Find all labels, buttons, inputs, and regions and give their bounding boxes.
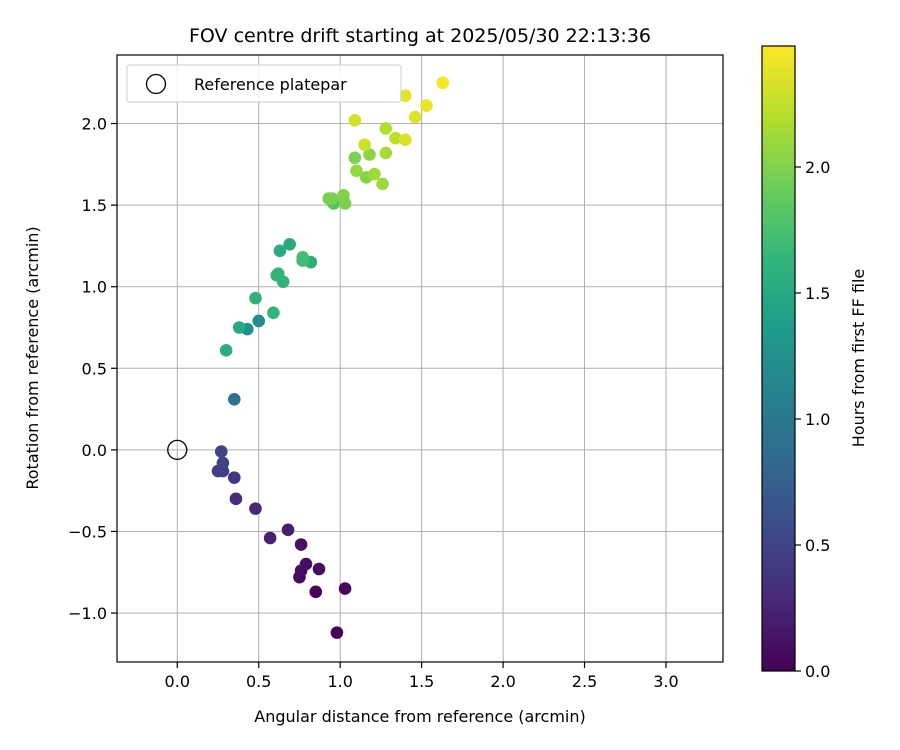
scatter-points <box>167 76 450 639</box>
colorbar-tick-label: 0.5 <box>805 536 830 555</box>
y-tick-label: −1.0 <box>68 604 107 623</box>
x-tick-label: 0.0 <box>165 672 190 691</box>
y-tick-label: 2.0 <box>82 115 107 134</box>
colorbar-ticks: 0.0 0.5 1.0 1.5 2.0 <box>795 158 830 681</box>
data-point <box>299 557 313 571</box>
x-tick-label: 3.0 <box>653 672 678 691</box>
data-point <box>263 531 277 545</box>
data-point <box>350 164 363 178</box>
data-point <box>348 113 362 127</box>
data-point <box>227 392 241 406</box>
data-point <box>283 237 296 251</box>
y-axis-label: Rotation from reference (arcmin) <box>23 226 42 489</box>
data-point <box>281 523 295 537</box>
data-point <box>214 445 228 458</box>
data-point <box>271 267 285 280</box>
colorbar-frame <box>761 45 796 672</box>
data-point <box>363 148 376 161</box>
data-point <box>358 138 371 152</box>
data-point <box>338 582 352 595</box>
data-point <box>273 244 287 258</box>
data-point <box>399 89 412 103</box>
y-tick-label: −0.5 <box>68 522 107 541</box>
data-point <box>249 502 262 515</box>
data-point <box>296 251 310 264</box>
colorbar-tick-label: 1.5 <box>805 284 830 303</box>
x-tick-label: 2.5 <box>572 672 597 691</box>
data-point <box>436 76 450 90</box>
data-point <box>249 291 262 305</box>
legend-entry-reference-platepar: Reference platepar <box>194 75 347 94</box>
data-point <box>325 192 339 205</box>
data-point <box>376 177 389 191</box>
colorbar-label: Hours from first FF file <box>849 269 868 448</box>
y-axis-ticks: −1.0 −0.5 0.0 0.5 1.0 1.5 2.0 <box>68 115 117 623</box>
data-point <box>216 456 230 470</box>
legend: Reference platepar <box>126 64 402 103</box>
legend-frame <box>126 64 402 103</box>
plot-frame <box>116 54 724 663</box>
y-tick-label: 1.0 <box>82 278 107 297</box>
data-point <box>379 122 393 135</box>
data-point <box>408 110 422 124</box>
grid-lines <box>117 55 723 662</box>
chart-title: FOV centre drift starting at 2025/05/30 … <box>189 25 651 47</box>
data-point <box>227 471 241 484</box>
reference-platepar-marker <box>167 439 188 461</box>
data-point <box>420 99 433 112</box>
x-tick-label: 2.0 <box>490 672 515 691</box>
x-tick-label: 1.5 <box>409 672 434 691</box>
colorbar-tick-label: 0.0 <box>805 662 830 681</box>
colorbar-gradient <box>762 46 795 671</box>
data-point <box>389 131 402 145</box>
data-point <box>267 306 280 320</box>
data-point <box>294 538 308 551</box>
data-point <box>337 189 350 202</box>
colorbar: 0.0 0.5 1.0 1.5 2.0 Hours from first FF file <box>761 45 868 681</box>
legend-reference-marker <box>145 73 167 95</box>
colorbar-tick-label: 1.0 <box>805 410 830 429</box>
data-point <box>232 321 246 334</box>
data-point <box>399 133 412 147</box>
data-point <box>330 626 344 639</box>
x-tick-label: 0.5 <box>246 672 271 691</box>
data-point <box>379 146 393 160</box>
y-tick-label: 0.0 <box>82 441 107 460</box>
x-axis-ticks: 0.0 0.5 1.0 1.5 2.0 2.5 3.0 <box>165 662 679 691</box>
data-point <box>219 344 233 357</box>
data-point <box>348 151 362 165</box>
data-point <box>312 562 326 576</box>
data-point <box>229 492 243 506</box>
x-axis-label: Angular distance from reference (arcmin) <box>254 707 585 726</box>
data-point <box>252 314 266 328</box>
colorbar-tick-label: 2.0 <box>805 158 830 177</box>
data-point <box>368 167 381 181</box>
y-tick-label: 1.5 <box>82 196 107 215</box>
data-point <box>309 585 323 599</box>
y-tick-label: 0.5 <box>82 359 107 378</box>
x-tick-label: 1.0 <box>327 672 352 691</box>
